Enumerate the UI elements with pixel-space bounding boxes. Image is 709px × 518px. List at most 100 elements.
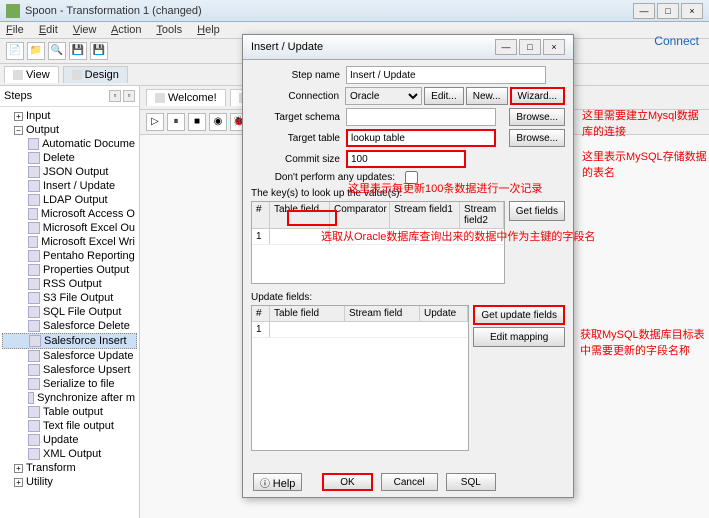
- menu-tools[interactable]: Tools: [156, 24, 182, 36]
- tree-output[interactable]: −Output: [2, 123, 137, 137]
- menu-edit[interactable]: Edit: [39, 24, 58, 36]
- tree-item[interactable]: Salesforce Delete: [2, 319, 137, 333]
- annotation-2: 这里表示MySQL存储数据的表名: [582, 148, 707, 180]
- tree-item[interactable]: Microsoft Excel Wri: [2, 235, 137, 249]
- tree-item[interactable]: Serialize to file: [2, 377, 137, 391]
- menu-help[interactable]: Help: [197, 24, 220, 36]
- schema-input[interactable]: [346, 108, 496, 126]
- menu-file[interactable]: File: [6, 24, 24, 36]
- preview-icon[interactable]: ◉: [209, 113, 227, 131]
- welcome-icon: [155, 93, 165, 103]
- edit-button[interactable]: Edit...: [424, 87, 464, 105]
- annotation-4: 选取从Oracle数据库查询出来的数据中作为主键的字段名: [321, 228, 595, 244]
- run-icon[interactable]: ▷: [146, 113, 164, 131]
- new-button[interactable]: New...: [466, 87, 508, 105]
- annotation-1: 这里需要建立Mysql数据库的连接: [582, 107, 702, 139]
- expand-icon[interactable]: ▫: [123, 90, 135, 102]
- get-fields-button[interactable]: Get fields: [509, 201, 565, 221]
- max-button[interactable]: □: [657, 3, 679, 19]
- steps-tree: +Input −Output Automatic DocumeDeleteJSO…: [0, 107, 139, 491]
- sidebar-header: Steps: [4, 90, 32, 102]
- sql-button[interactable]: SQL: [446, 473, 496, 491]
- ok-button[interactable]: OK: [322, 473, 372, 491]
- step-name-input[interactable]: [346, 66, 546, 84]
- close-button[interactable]: ×: [681, 3, 703, 19]
- tree-item[interactable]: RSS Output: [2, 277, 137, 291]
- insert-update-dialog: Insert / Update — □ × Step name Connecti…: [242, 34, 574, 498]
- table-input[interactable]: [346, 129, 496, 147]
- dialog-title: Insert / Update: [251, 41, 323, 53]
- tab-design[interactable]: Design: [63, 66, 128, 83]
- save-icon[interactable]: 💾: [69, 42, 87, 60]
- tree-item[interactable]: JSON Output: [2, 165, 137, 179]
- spoon-icon: [6, 4, 20, 18]
- tree-item[interactable]: Properties Output: [2, 263, 137, 277]
- step-icon: [28, 350, 40, 362]
- cancel-button[interactable]: Cancel: [381, 473, 438, 491]
- tree-item[interactable]: Microsoft Excel Ou: [2, 221, 137, 235]
- commit-input[interactable]: [346, 150, 466, 168]
- step-icon: [28, 392, 34, 404]
- connect-link[interactable]: Connect: [654, 34, 699, 48]
- explore-icon[interactable]: 🔍: [48, 42, 66, 60]
- step-icon: [28, 306, 40, 318]
- stop-icon[interactable]: ■: [188, 113, 206, 131]
- tree-item[interactable]: Update: [2, 433, 137, 447]
- collapse-icon[interactable]: ▫: [109, 90, 121, 102]
- step-icon: [28, 320, 40, 332]
- dlg-min[interactable]: —: [495, 39, 517, 55]
- step-icon: [28, 292, 40, 304]
- update-label: Update fields:: [251, 292, 565, 303]
- saveas-icon[interactable]: 💾: [90, 42, 108, 60]
- tab-view[interactable]: View: [4, 66, 59, 83]
- tree-item[interactable]: Delete: [2, 151, 137, 165]
- step-icon: [28, 208, 38, 220]
- pause-icon[interactable]: ⏸: [167, 113, 185, 131]
- annotation-3: 这里表示每更新100条数据进行一次记录: [348, 180, 542, 196]
- step-icon: [28, 152, 40, 164]
- step-icon: [28, 378, 40, 390]
- tree-item[interactable]: S3 File Output: [2, 291, 137, 305]
- tree-item[interactable]: Salesforce Insert: [2, 333, 137, 349]
- new-icon[interactable]: 📄: [6, 42, 24, 60]
- tree-item[interactable]: Table output: [2, 405, 137, 419]
- tree-item[interactable]: LDAP Output: [2, 193, 137, 207]
- dlg-close[interactable]: ×: [543, 39, 565, 55]
- help-button[interactable]: ⓘ Help: [253, 473, 302, 491]
- tree-item[interactable]: Text file output: [2, 419, 137, 433]
- menu-view[interactable]: View: [73, 24, 97, 36]
- tree-item[interactable]: Salesforce Update: [2, 349, 137, 363]
- menu-action[interactable]: Action: [111, 24, 142, 36]
- tree-item[interactable]: Pentaho Reporting: [2, 249, 137, 263]
- tree-item[interactable]: Microsoft Access O: [2, 207, 137, 221]
- connection-select[interactable]: Oracle: [345, 87, 422, 105]
- tree-item[interactable]: Automatic Docume: [2, 137, 137, 151]
- commit-label: Commit size: [251, 154, 346, 165]
- tree-item[interactable]: SQL File Output: [2, 305, 137, 319]
- tab-welcome[interactable]: Welcome!: [146, 89, 226, 106]
- tree-item[interactable]: Salesforce Upsert: [2, 363, 137, 377]
- step-icon: [28, 278, 40, 290]
- tree-input[interactable]: +Input: [2, 109, 137, 123]
- step-icon: [28, 434, 40, 446]
- dlg-max[interactable]: □: [519, 39, 541, 55]
- min-button[interactable]: —: [633, 3, 655, 19]
- browse-table[interactable]: Browse...: [509, 129, 565, 147]
- wizard-button[interactable]: Wizard...: [510, 87, 565, 105]
- browse-schema[interactable]: Browse...: [509, 108, 565, 126]
- tree-item[interactable]: XML Output: [2, 447, 137, 461]
- open-icon[interactable]: 📁: [27, 42, 45, 60]
- edit-mapping-button[interactable]: Edit mapping: [473, 327, 565, 347]
- step-icon: [28, 166, 40, 178]
- update-grid[interactable]: # Table field Stream field Update 1: [251, 305, 469, 451]
- tree-item[interactable]: Synchronize after m: [2, 391, 137, 405]
- step-icon: [28, 236, 38, 248]
- tree-transform[interactable]: +Transform: [2, 461, 137, 475]
- annotation-5: 获取MySQL数据库目标表中需要更新的字段名称: [580, 326, 705, 358]
- connection-label: Connection: [251, 91, 345, 102]
- step-icon: [29, 335, 41, 347]
- tree-utility[interactable]: +Utility: [2, 475, 137, 489]
- get-update-fields-button[interactable]: Get update fields: [473, 305, 565, 325]
- tree-item[interactable]: Insert / Update: [2, 179, 137, 193]
- schema-label: Target schema: [251, 112, 346, 123]
